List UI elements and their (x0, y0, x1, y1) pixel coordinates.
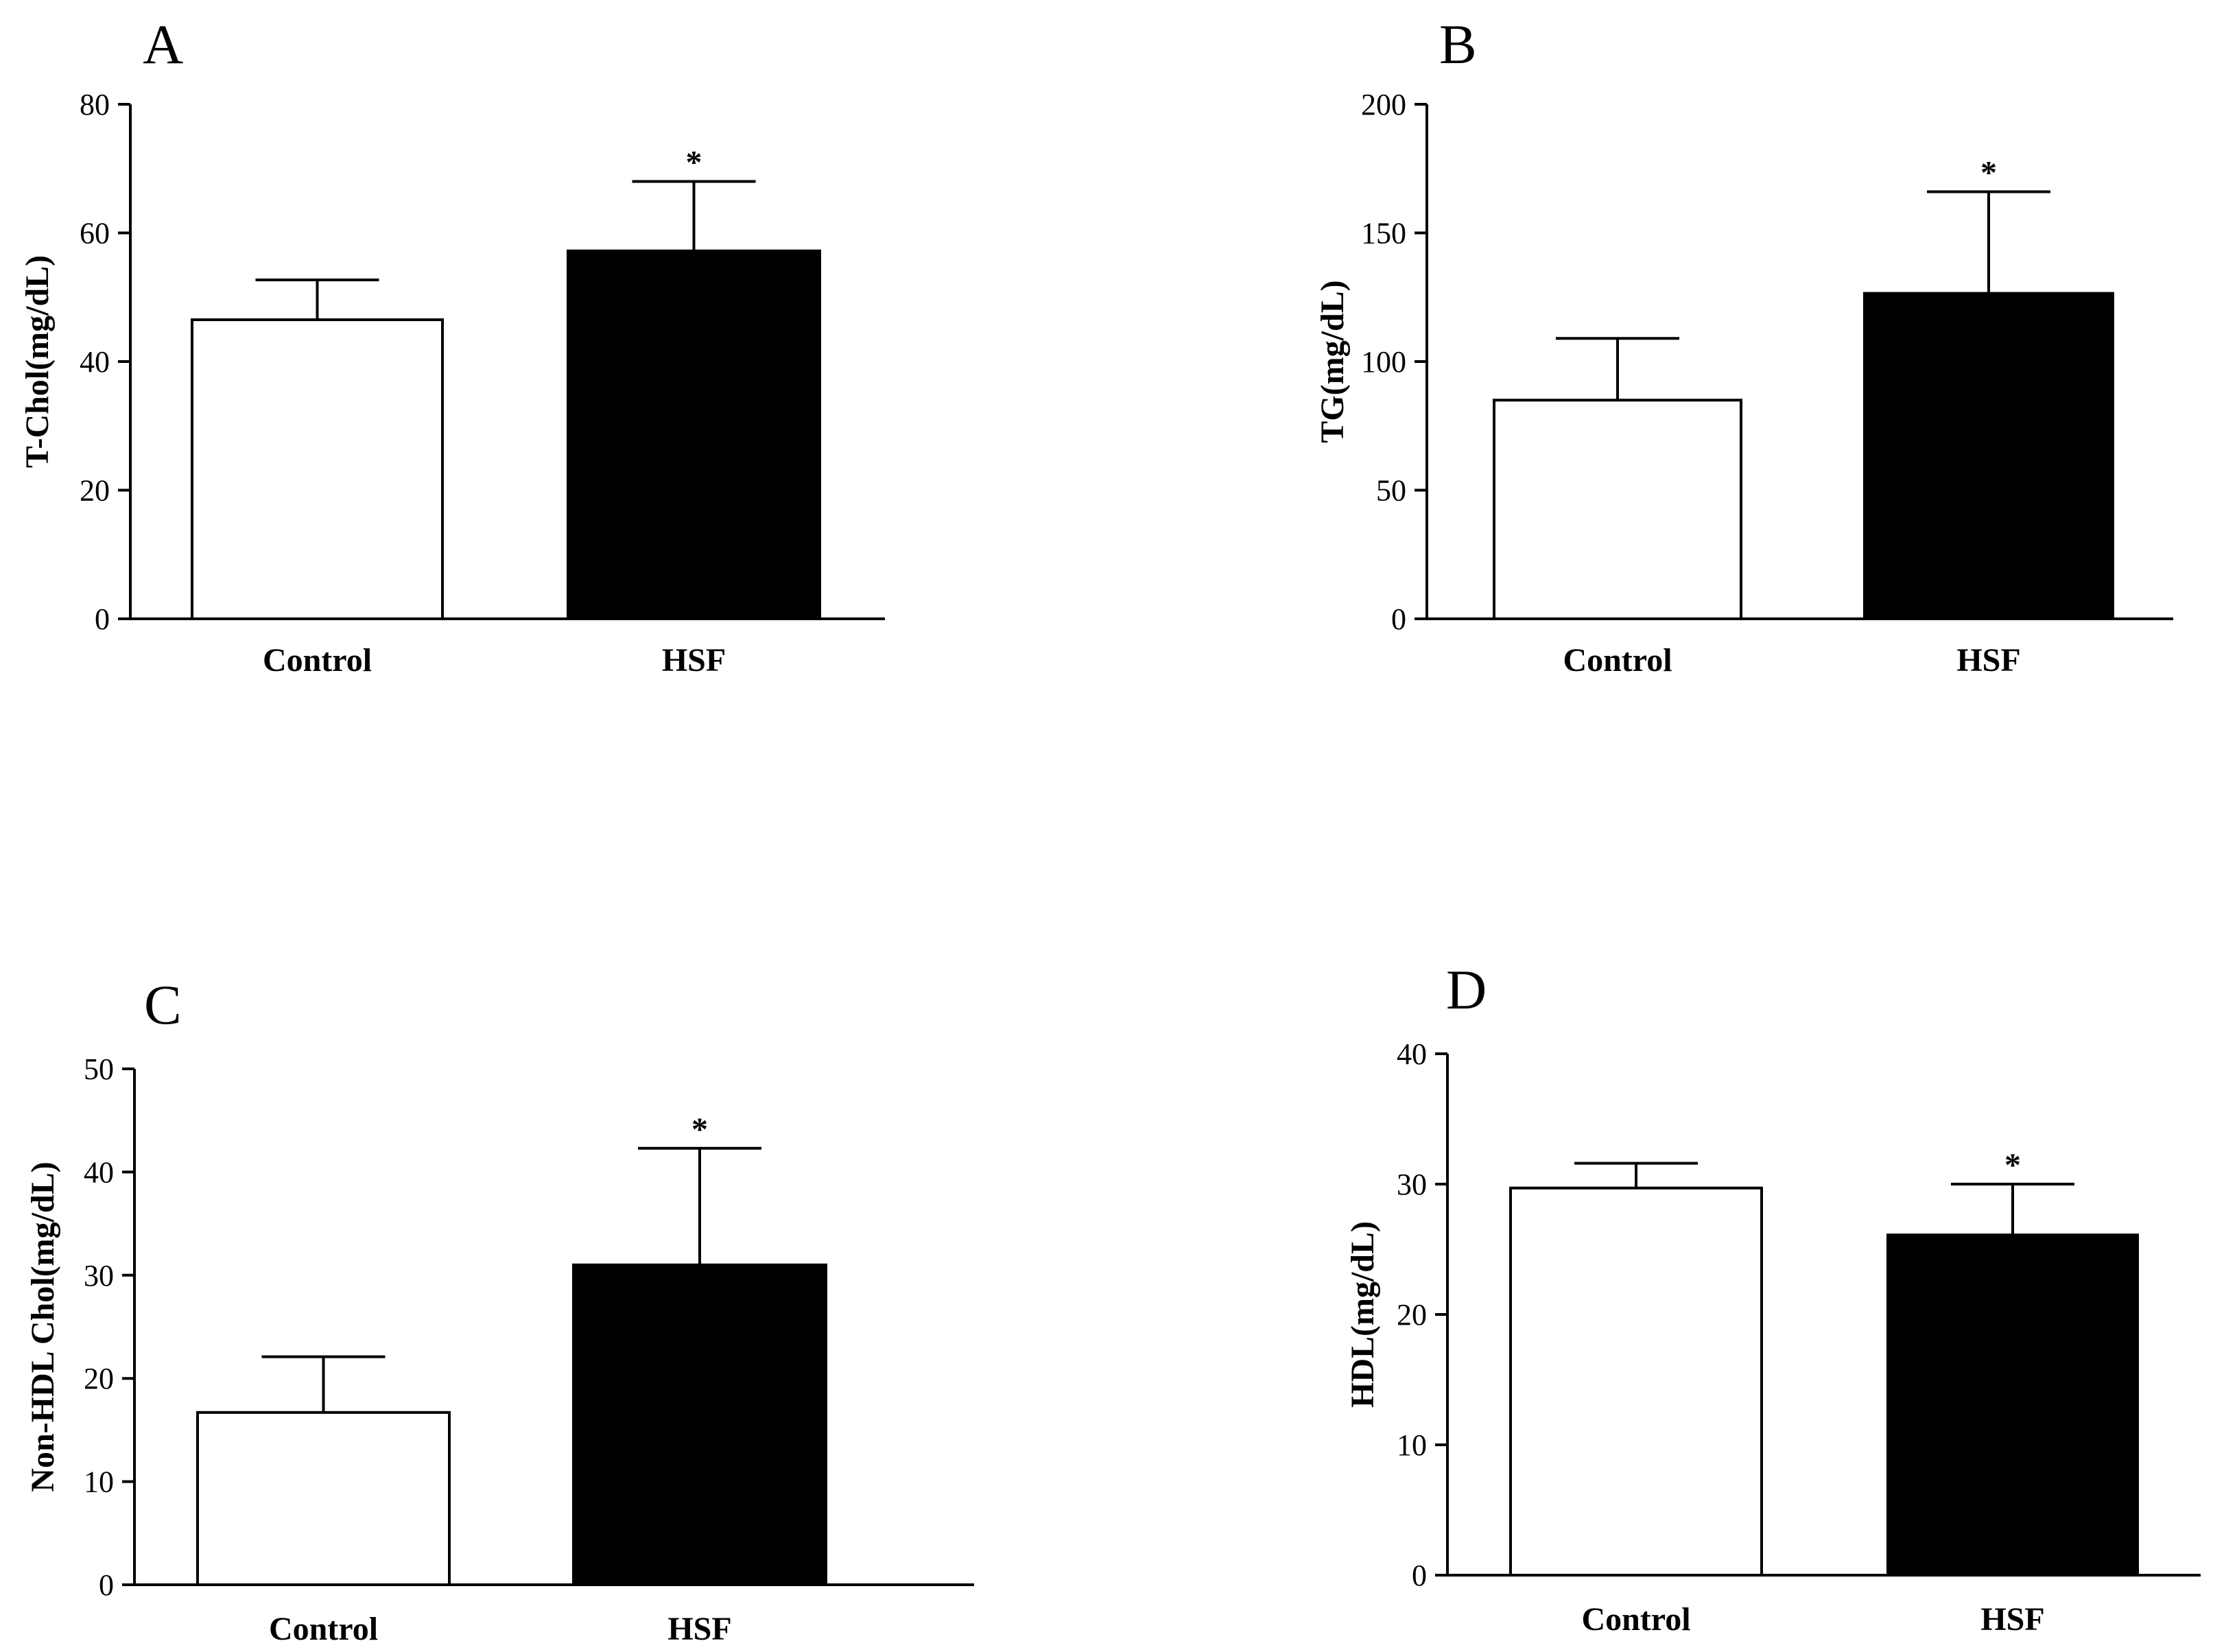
y-tick-label: 60 (80, 217, 110, 250)
bar-control (1509, 1186, 1763, 1577)
category-label-control: Control (1581, 1601, 1690, 1638)
y-tick-label: 200 (1361, 88, 1406, 121)
bar-hsf (567, 249, 821, 620)
bar-control (1493, 399, 1742, 620)
significance-mark: * (691, 1111, 708, 1148)
category-label-control: Control (263, 642, 372, 678)
bar-hsf (572, 1263, 827, 1586)
y-tick-label: 50 (1376, 474, 1406, 508)
significance-mark: * (686, 145, 702, 181)
category-label-control: Control (269, 1611, 378, 1647)
y-tick-label: 40 (1397, 1037, 1427, 1071)
y-tick-label: 150 (1361, 217, 1406, 250)
y-tick-label: 10 (84, 1465, 114, 1499)
category-label-hsf: HSF (1980, 1601, 2044, 1638)
category-label-control: Control (1563, 642, 1672, 678)
y-tick-label: 40 (80, 345, 110, 379)
panel-letter: B (1439, 13, 1477, 75)
significance-mark: * (2004, 1147, 2021, 1183)
category-label-hsf: HSF (667, 1611, 731, 1647)
chart-panel-c: C 0 10 20 30 40 50 Non-HDL Chol(mg/dL) Control * H… (25, 974, 974, 1647)
y-tick-label: 0 (1391, 602, 1406, 636)
y-tick-label: 10 (1397, 1428, 1427, 1462)
y-tick-label: 80 (80, 88, 110, 121)
y-axis-label: T-Chol(mg/dL) (19, 255, 56, 468)
chart-panel-b: B 0 50 100 150 200 TG(mg/dL) Control * HSF (1314, 13, 2173, 678)
chart-panel-d: D 0 10 20 30 40 HDL(mg/dL) Control * HSF (1345, 958, 2201, 1638)
panel-letter: C (144, 974, 182, 1036)
bar-hsf (1886, 1234, 2139, 1577)
y-tick-label: 40 (84, 1155, 114, 1189)
y-tick-label: 30 (84, 1259, 114, 1293)
y-axis-label: HDL(mg/dL) (1345, 1221, 1381, 1408)
y-axis-label: Non-HDL Chol(mg/dL) (25, 1161, 61, 1491)
panel-letter: D (1446, 958, 1487, 1021)
bar-control (191, 318, 444, 620)
y-tick-label: 30 (1397, 1168, 1427, 1201)
y-tick-label: 20 (84, 1362, 114, 1395)
panel-letter: A (143, 13, 183, 75)
bar-control (196, 1411, 451, 1587)
chart-panel-a: A 0 20 40 60 80 T-Chol(mg/dL) Control * HSF (19, 13, 885, 678)
y-tick-label: 100 (1361, 345, 1406, 379)
category-label-hsf: HSF (1956, 642, 2020, 678)
y-tick-label: 0 (99, 1568, 114, 1602)
y-tick-label: 20 (1397, 1298, 1427, 1332)
y-tick-label: 0 (95, 602, 110, 636)
y-tick-label: 0 (1412, 1559, 1427, 1592)
bar-hsf (1863, 292, 2114, 620)
y-tick-label: 50 (84, 1052, 114, 1086)
category-label-hsf: HSF (662, 642, 726, 678)
significance-mark: * (1980, 155, 1997, 191)
y-axis-label: TG(mg/dL) (1314, 280, 1351, 442)
y-tick-label: 20 (80, 474, 110, 508)
